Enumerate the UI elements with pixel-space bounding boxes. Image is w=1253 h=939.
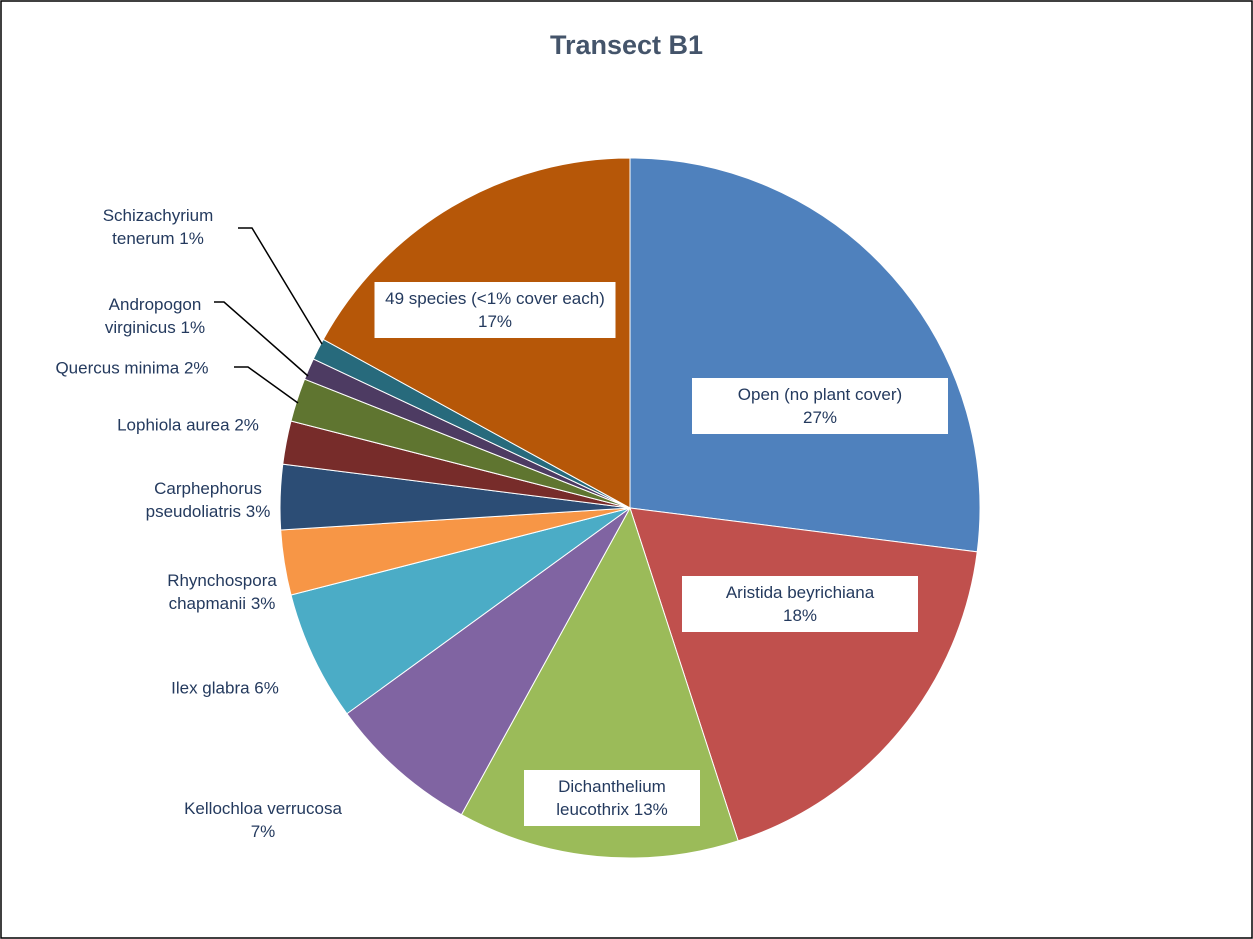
data-label: Open (no plant cover) 27% [692, 378, 948, 434]
leader-line [238, 227, 323, 345]
data-label: Rhynchospora chapmanii 3% [152, 569, 292, 615]
data-label: Carphephorus pseudoliatris 3% [128, 477, 288, 523]
leader-line [234, 366, 299, 404]
pie-slice [629, 157, 981, 553]
slice-value: 18% [782, 606, 818, 625]
data-label: Schizachyrium tenerum 1% [88, 204, 228, 250]
slice-name: Kellochloa verrucosa [184, 799, 342, 818]
data-label: Dichanthelium leucothrix 13% [524, 770, 700, 826]
slice-value: 2% [183, 358, 209, 378]
data-label: Aristida beyrichiana 18% [682, 576, 918, 632]
data-label: Lophiola aurea 2% [88, 414, 288, 437]
slice-name: Schizachyrium tenerum [102, 206, 214, 248]
slice-value: 3% [250, 594, 276, 613]
slice-name: Dichanthelium leucothrix [556, 777, 666, 819]
slice-name: Andropogon virginicus [104, 295, 202, 337]
slice-value: 3% [245, 502, 271, 521]
slice-value: 17% [477, 312, 513, 331]
data-label: Kellochloa verrucosa 7% [153, 797, 373, 843]
slice-name: Carphephorus pseudoliatris [145, 479, 262, 521]
slice-name: Open (no plant cover) [737, 385, 903, 404]
slice-value: 7% [250, 822, 276, 841]
data-label: 49 species (<1% cover each) 17% [374, 282, 616, 338]
slice-value: 1% [179, 229, 204, 248]
slice-value: 6% [254, 678, 279, 698]
slice-name: Aristida beyrichiana [725, 583, 875, 602]
pie [279, 157, 981, 859]
slice-name: Rhynchospora chapmanii [167, 571, 277, 613]
slice-value: 1% [180, 318, 206, 337]
slice-name: Lophiola aurea [117, 415, 230, 435]
slice-value: 2% [234, 415, 259, 435]
slice-name: 49 species (<1% cover each) [385, 289, 605, 308]
pie-slice [346, 507, 631, 816]
slice-value: 13% [633, 800, 668, 819]
data-label: Quercus minima 2% [22, 357, 242, 380]
slice-name: Quercus minima [55, 358, 180, 378]
data-label: Andropogon virginicus 1% [88, 293, 223, 339]
slice-name: Ilex glabra [171, 678, 250, 698]
data-label: Ilex glabra 6% [125, 677, 325, 700]
slice-value: 27% [802, 408, 838, 427]
chart-title: Transect B1 [549, 30, 704, 60]
pie-slice [290, 507, 631, 715]
leader-line [214, 301, 309, 377]
